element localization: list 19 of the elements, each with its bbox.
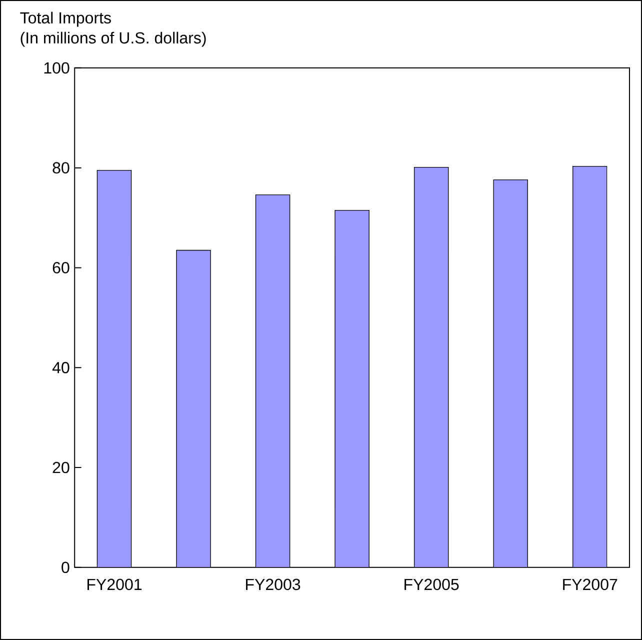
bar	[493, 179, 528, 568]
bar	[96, 170, 132, 568]
bar	[334, 210, 370, 568]
y-tick-label: 0	[62, 562, 70, 574]
x-tick-label: FY2007	[563, 578, 618, 590]
y-tick-label: 80	[52, 162, 70, 174]
x-tick-label: FY2001	[88, 578, 142, 590]
chart-title: Total Imports	[20, 12, 111, 27]
y-tick-label: 40	[52, 362, 70, 374]
y-tick-label: 100	[44, 62, 70, 74]
x-tick-label: FY2003	[246, 578, 300, 590]
bar	[572, 166, 608, 568]
bar	[176, 250, 211, 568]
bar	[414, 166, 449, 568]
y-tick-label: 60	[52, 262, 70, 274]
bar	[255, 194, 290, 568]
chart-subtitle: (In millions of U.S. dollars)	[20, 32, 206, 47]
x-tick-label: FY2005	[404, 578, 459, 590]
y-tick-label: 20	[52, 462, 70, 474]
